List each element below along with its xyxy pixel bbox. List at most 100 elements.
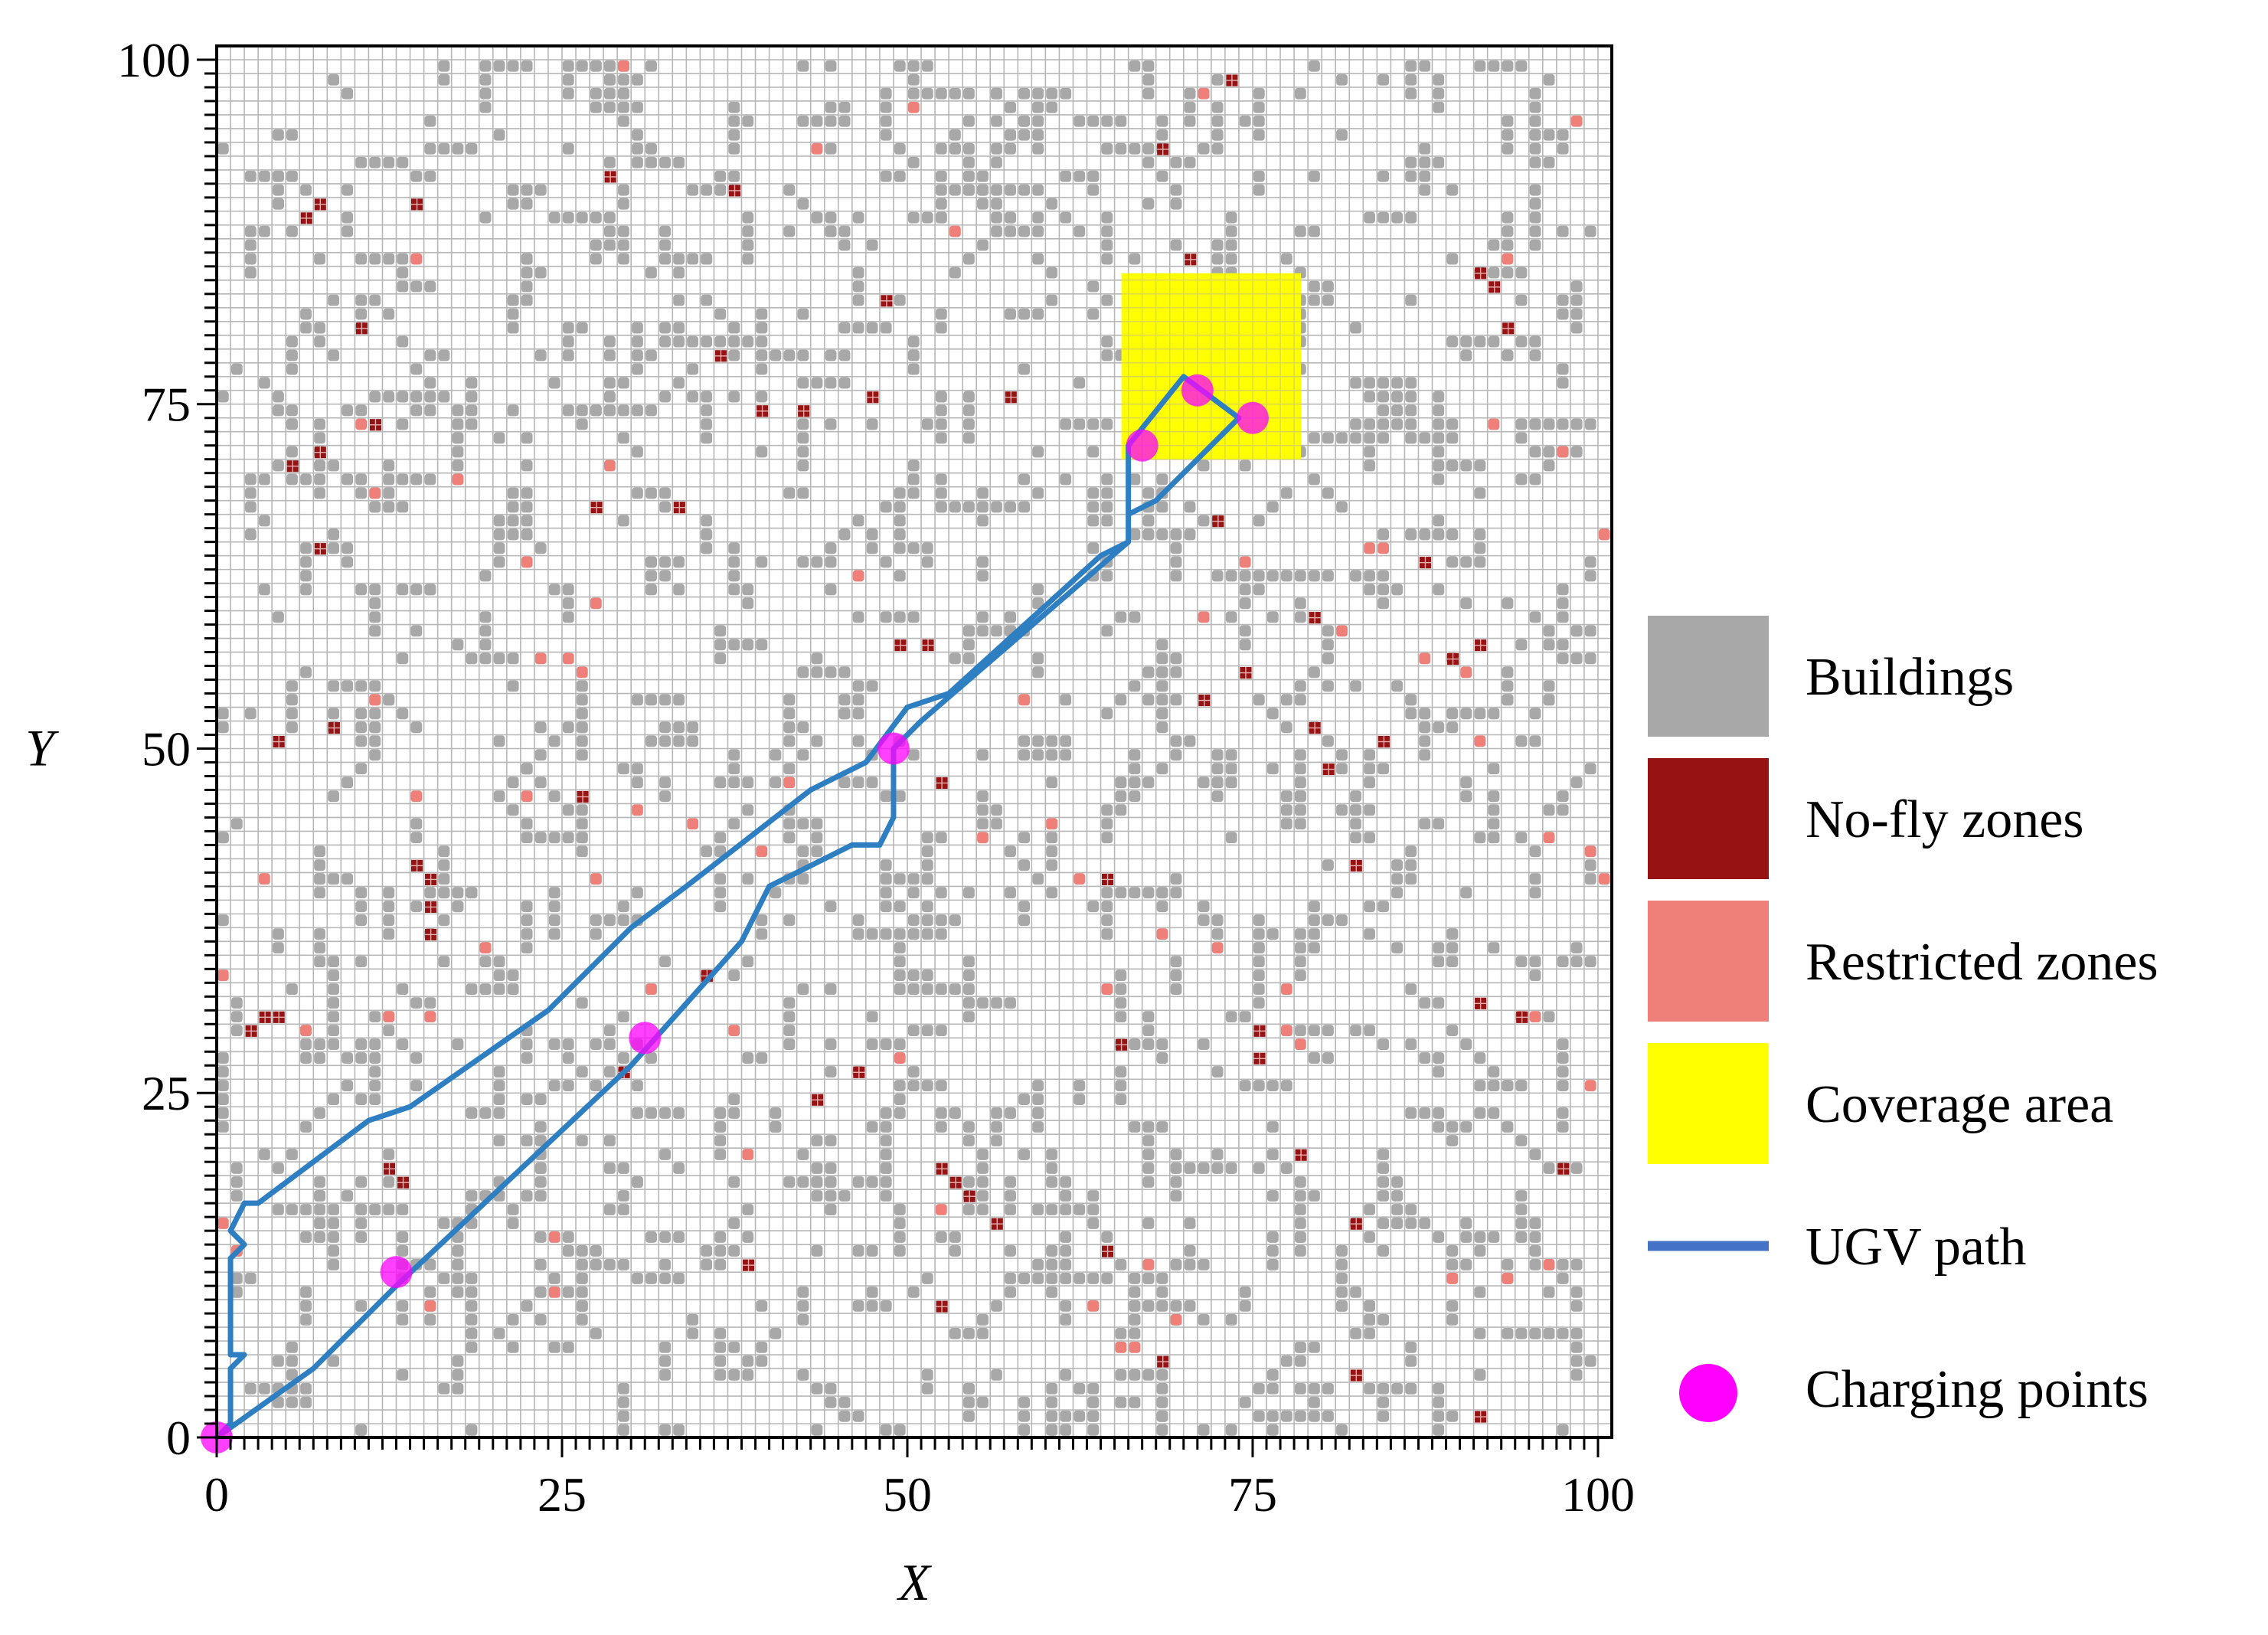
legend-item: Buildings	[1648, 616, 2014, 737]
restricted-zone	[300, 1025, 312, 1036]
building	[590, 404, 602, 417]
building	[452, 446, 464, 458]
building	[1557, 611, 1569, 623]
building	[548, 887, 560, 899]
building	[949, 501, 961, 513]
building	[714, 1107, 727, 1119]
building	[355, 1218, 368, 1229]
building	[286, 404, 298, 417]
building	[1515, 1135, 1528, 1146]
building	[576, 418, 588, 430]
building	[907, 74, 920, 86]
building	[604, 404, 616, 417]
building	[907, 1080, 920, 1091]
building	[673, 721, 685, 734]
building	[1032, 666, 1044, 679]
building	[742, 1052, 754, 1064]
building	[659, 1368, 671, 1381]
building	[907, 487, 920, 499]
building	[1502, 1327, 1514, 1339]
restricted-zone	[1446, 1273, 1459, 1284]
building	[1446, 956, 1459, 968]
building	[397, 280, 409, 293]
restricted-zone	[632, 804, 643, 816]
building	[1557, 956, 1569, 968]
building	[1309, 570, 1320, 582]
building	[880, 1176, 892, 1188]
building	[1405, 694, 1417, 706]
building	[618, 1424, 629, 1436]
building	[1350, 790, 1361, 803]
building	[1005, 501, 1016, 513]
building	[493, 515, 505, 527]
building	[259, 1382, 270, 1395]
building	[300, 1287, 312, 1298]
building	[1570, 1300, 1583, 1312]
building	[1515, 294, 1528, 306]
building	[328, 1231, 340, 1243]
legend-item: UGV path	[1648, 1218, 2026, 1277]
building	[1364, 1313, 1375, 1326]
building	[1364, 446, 1375, 458]
building	[355, 253, 368, 265]
building	[1336, 129, 1348, 141]
restricted-zone	[479, 942, 492, 954]
building	[1557, 129, 1569, 141]
building	[1570, 308, 1583, 320]
building	[894, 942, 906, 954]
building	[355, 956, 368, 968]
building	[342, 211, 354, 224]
building	[687, 721, 699, 734]
building	[1074, 418, 1086, 430]
building	[1391, 873, 1404, 885]
building	[1142, 1176, 1155, 1188]
building	[479, 74, 492, 86]
building	[632, 74, 643, 86]
building	[383, 473, 395, 486]
building	[659, 1149, 671, 1160]
building	[977, 556, 989, 568]
building	[1446, 253, 1459, 265]
building	[618, 404, 629, 417]
building	[1433, 404, 1445, 417]
building	[977, 1190, 989, 1202]
building	[452, 1245, 464, 1257]
building	[1433, 74, 1445, 86]
building	[618, 1410, 629, 1422]
building	[894, 1245, 906, 1257]
building	[1570, 956, 1583, 968]
building	[1502, 60, 1514, 72]
building	[383, 459, 395, 472]
building	[1502, 115, 1514, 127]
building	[1488, 1231, 1500, 1243]
building	[714, 873, 727, 885]
building	[949, 914, 961, 927]
building	[852, 294, 864, 306]
building	[935, 308, 947, 320]
building	[1405, 1355, 1417, 1367]
building	[1005, 308, 1016, 320]
building	[1474, 1368, 1486, 1381]
building	[286, 1149, 298, 1160]
building	[1336, 1287, 1348, 1298]
building	[507, 983, 519, 996]
building	[1543, 1287, 1555, 1298]
building	[273, 198, 284, 210]
building	[1433, 1066, 1445, 1077]
building	[1087, 1424, 1100, 1436]
building	[507, 1218, 519, 1229]
building	[714, 901, 727, 913]
building	[1087, 170, 1100, 182]
building	[838, 666, 851, 679]
building	[701, 335, 713, 348]
building	[659, 1259, 671, 1270]
building	[1460, 777, 1472, 789]
building	[797, 487, 809, 499]
building	[244, 253, 257, 265]
building	[576, 832, 588, 844]
building	[1405, 708, 1417, 720]
building	[1211, 1162, 1224, 1174]
building	[728, 170, 740, 182]
building	[1115, 887, 1127, 899]
building	[1350, 432, 1361, 444]
